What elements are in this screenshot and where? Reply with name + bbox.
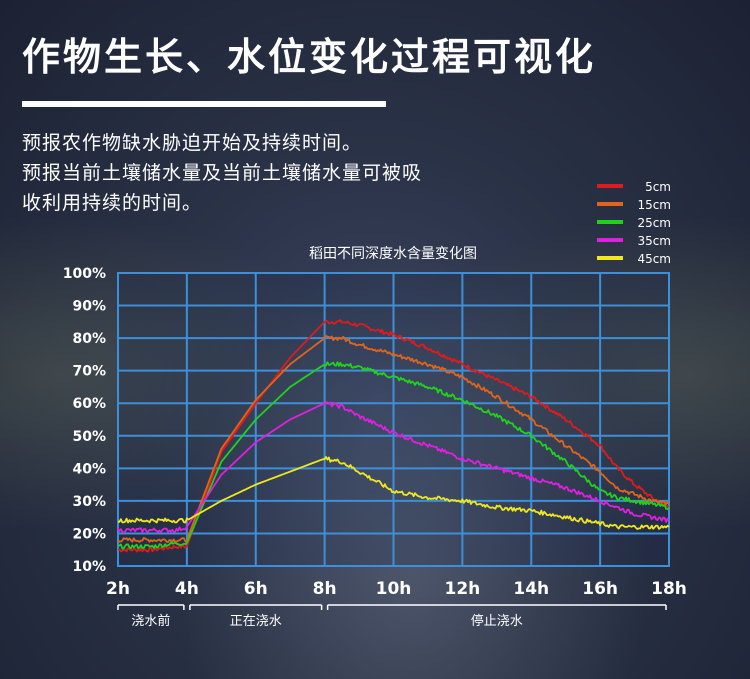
y-tick-label: 90%	[72, 299, 106, 315]
legend-label: 25cm	[637, 216, 671, 230]
y-tick-label: 20%	[72, 526, 106, 542]
legend-label: 15cm	[637, 198, 671, 212]
title-underline	[22, 101, 386, 107]
description-line-1: 预报农作物缺水胁迫开始及持续时间。	[22, 132, 363, 154]
phase-label: 停止浇水	[471, 613, 523, 629]
y-tick-label: 100%	[63, 266, 106, 282]
y-tick-label: 70%	[72, 364, 106, 380]
x-axis-ticks: 2h 4h 6h 8h 10h 12h 14h 16h 18h	[106, 579, 687, 599]
legend-swatch	[597, 202, 623, 206]
x-tick-label: 14h	[513, 579, 549, 599]
series-line-35cm	[117, 401, 670, 534]
legend-swatch	[597, 220, 623, 224]
chart-title: 稻田不同深度水含量变化图	[309, 246, 477, 262]
legend-swatch	[597, 238, 623, 242]
y-tick-label: 50%	[72, 429, 106, 445]
series-line-15cm	[117, 335, 670, 543]
series-lines	[117, 318, 670, 553]
phase-label: 正在浇水	[230, 614, 282, 629]
phase-annotations: 浇水前 正在浇水 停止浇水	[117, 604, 667, 629]
x-tick-label: 16h	[582, 579, 618, 599]
legend-label: 45cm	[637, 252, 671, 266]
series-line-45cm	[118, 456, 670, 530]
y-axis-ticks: 10% 20% 30% 40% 50% 60% 70% 80% 90% 100%	[63, 266, 106, 575]
x-tick-label: 10h	[376, 579, 412, 599]
series-line-25cm	[117, 361, 670, 550]
description-line-3: 收利用持续的时间。	[22, 192, 203, 214]
y-tick-label: 40%	[72, 461, 106, 477]
description-line-2: 预报当前土壤储水量及当前土壤储水量可被吸	[22, 162, 423, 184]
y-tick-label: 30%	[72, 494, 106, 510]
phase-label: 浇水前	[131, 613, 170, 629]
y-tick-label: 10%	[72, 559, 106, 575]
legend: 5cm 15cm 25cm 35cm 45cm	[597, 180, 671, 266]
x-tick-label: 8h	[313, 579, 337, 599]
grid	[117, 272, 670, 567]
page-title: 作物生长、水位变化过程可视化	[22, 35, 597, 79]
x-tick-label: 18h	[651, 579, 687, 599]
legend-label: 5cm	[645, 180, 671, 194]
x-tick-label: 6h	[244, 579, 268, 599]
legend-swatch	[597, 184, 623, 188]
y-tick-label: 60%	[72, 396, 106, 412]
x-tick-label: 12h	[444, 579, 480, 599]
x-tick-label: 2h	[106, 579, 130, 599]
series-line-5cm	[117, 318, 670, 553]
legend-swatch	[597, 256, 623, 260]
x-tick-label: 4h	[175, 579, 199, 599]
y-tick-label: 80%	[72, 331, 106, 347]
legend-label: 35cm	[637, 234, 671, 248]
